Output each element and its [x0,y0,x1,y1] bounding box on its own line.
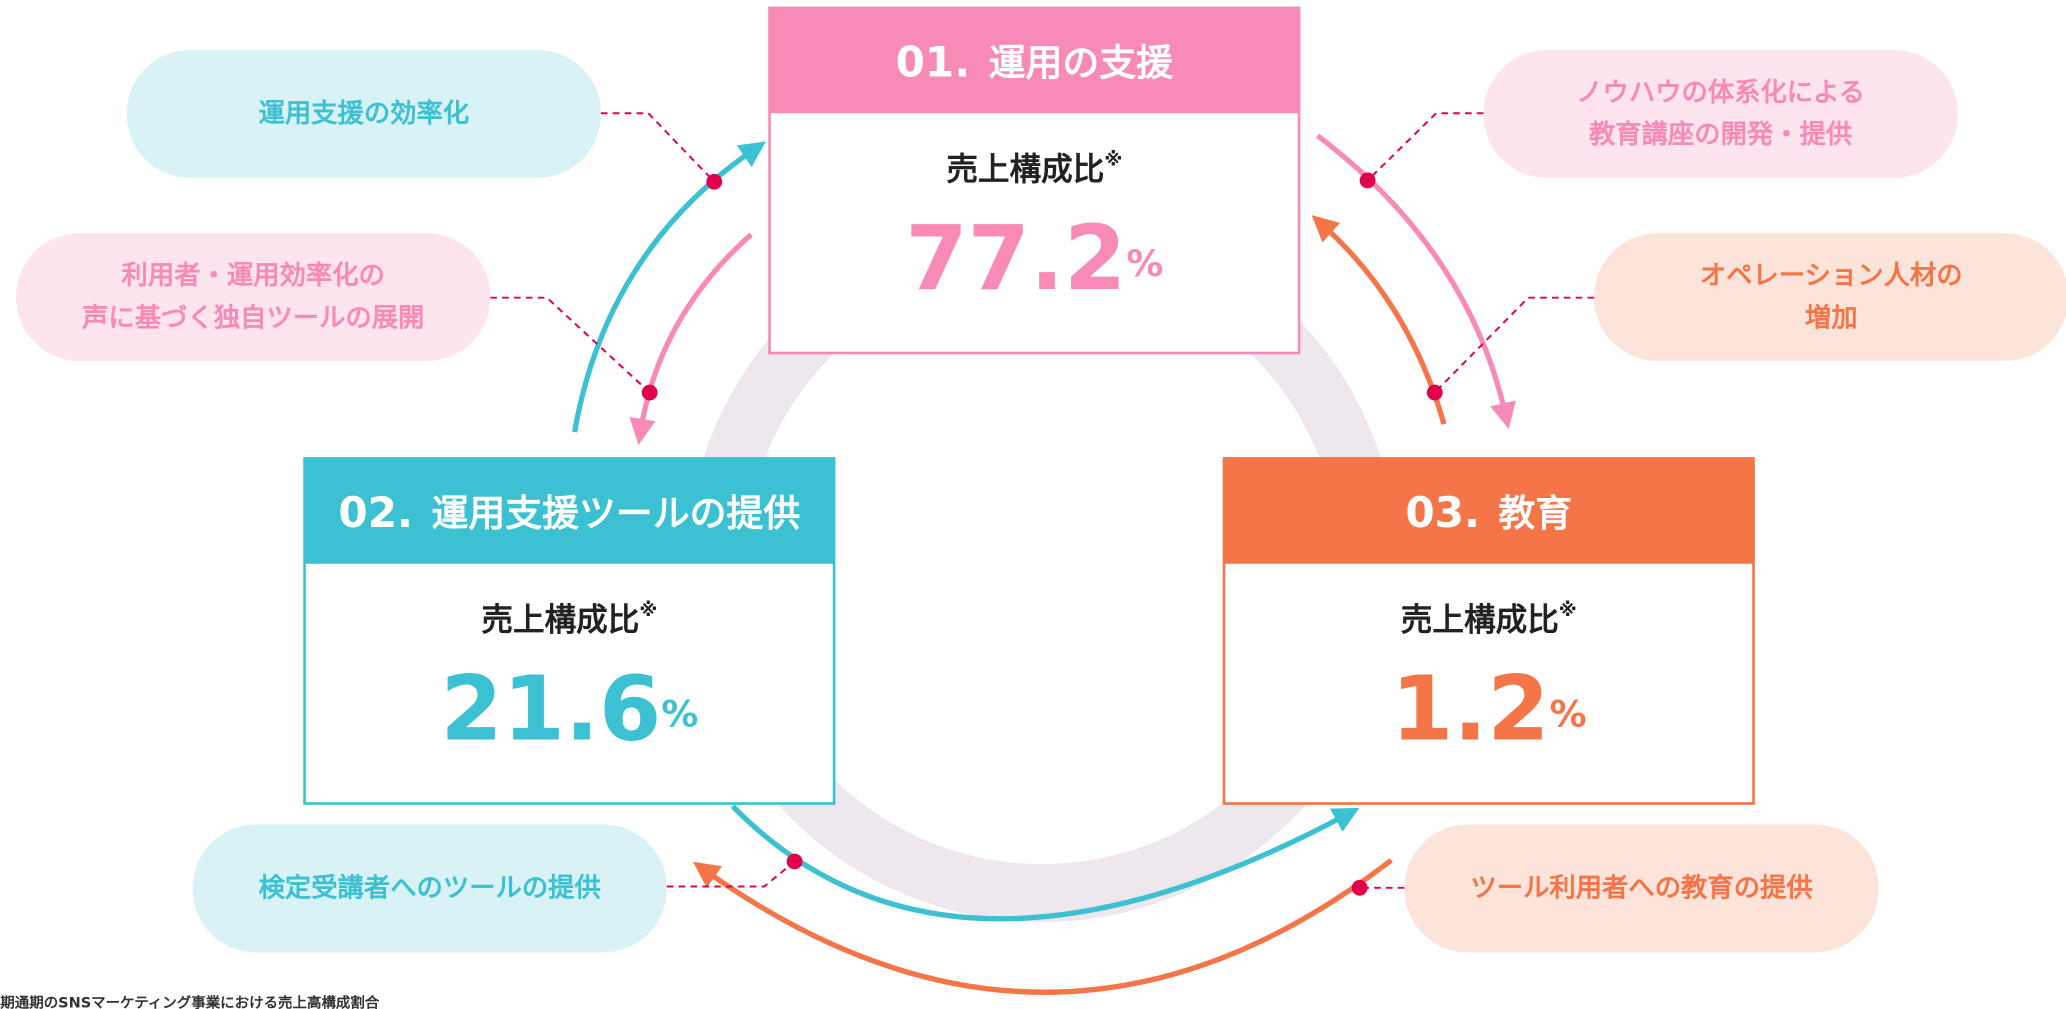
pill-text: 運用支援の効率化 [259,98,470,129]
box-title: 01. 運用の支援 [896,37,1175,86]
pill-text: 検定受講者へのツールの提供 [259,873,601,904]
dots [641,172,1443,896]
box-title: 03. 教育 [1405,488,1572,537]
pill-text: 増加 [1805,302,1858,333]
pill-text: ツール利用者への教育の提供 [1470,873,1812,904]
pill-text: ノウハウの体系化による [1576,78,1865,108]
note-mark: ※ [1559,600,1577,621]
value: 21.6 [440,658,661,762]
box-title-text: 教育 [1498,492,1572,535]
ratio-label: 売上構成比※ [946,150,1122,189]
ratio-value: 77.2% [905,207,1163,311]
pill-bg [16,233,491,361]
box-header [304,458,835,564]
ratio-text: 売上構成比 [1401,603,1559,639]
box-title: 02. 運用支援ツールの提供 [338,488,800,537]
pill-text: 教育講座の開発・提供 [1589,119,1852,150]
flow-pill: 検定受講者へのツールの提供 [192,824,667,953]
unit: % [1126,241,1163,284]
note-mark: ※ [1104,150,1122,171]
pill-bg [126,50,601,178]
pill-text: 声に基づく独自ツールの展開 [82,302,424,333]
pill-bg [1404,824,1879,953]
flow-pill: 運用支援の効率化 [126,50,601,178]
ratio-value: 1.2% [1391,658,1587,762]
pill-text: オペレーション人材の [1700,261,1963,291]
pill-bg [192,824,667,953]
ratio-text: 売上構成比 [481,603,639,639]
flow-pill: ツール利用者への教育の提供 [1404,824,1879,953]
box-number: 01. [896,37,971,86]
note-mark: ※ [639,600,657,621]
unit: % [1550,692,1587,735]
box-number: 02. [338,488,413,537]
box-header [1223,458,1754,564]
unit: % [661,692,698,735]
box-title-text: 運用の支援 [989,41,1175,84]
ratio-label: 売上構成比※ [481,600,657,639]
ratio-value: 21.6% [440,658,698,762]
box-number: 03. [1405,488,1480,537]
pill-bg [1594,233,2066,361]
box-header [769,7,1300,114]
footnote: 期通期のSNSマーケティング事業における売上高構成割合 [0,994,380,1009]
ratio-text: 売上構成比 [946,152,1104,188]
pill-bg [1483,50,1958,178]
box-title-text: 運用支援ツールの提供 [432,492,801,535]
ratio-label: 売上構成比※ [1401,600,1577,639]
value: 77.2 [905,207,1126,311]
value: 1.2 [1391,658,1550,762]
pill-text: 利用者・運用効率化の [122,260,385,291]
